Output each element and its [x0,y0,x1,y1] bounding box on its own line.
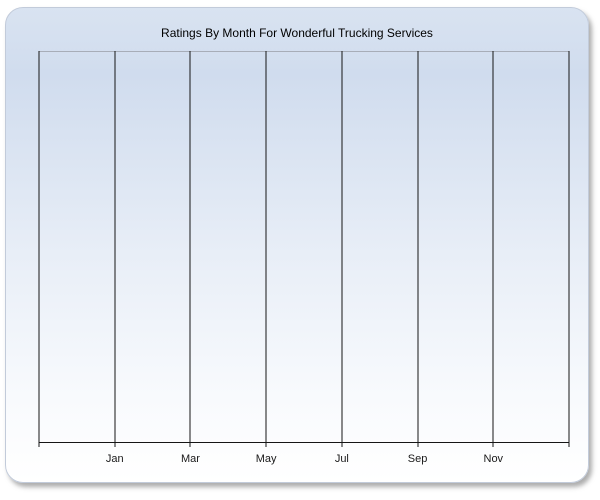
x-axis-labels: Jan Mar May Jul Sep Nov [39,453,569,469]
x-gridline [417,51,419,447]
chart-title: Ratings By Month For Wonderful Trucking … [161,26,433,40]
x-gridline [38,51,40,447]
plot-area [38,51,570,447]
x-axis-tick-label: Jan [105,453,124,465]
x-gridline [341,51,343,447]
x-axis-tick-label: Jul [334,453,349,465]
x-gridline [492,51,494,447]
x-axis-tick-label: Sep [407,453,428,465]
x-gridline [114,51,116,447]
x-axis-tick-label: Mar [180,453,200,465]
x-gridline [568,51,570,447]
x-axis-tick-label: May [255,453,277,465]
chart-panel: Ratings By Month For Wonderful Trucking … [5,7,589,483]
x-gridline [265,51,267,447]
x-gridline [189,51,191,447]
x-axis-tick-label: Nov [483,453,504,465]
